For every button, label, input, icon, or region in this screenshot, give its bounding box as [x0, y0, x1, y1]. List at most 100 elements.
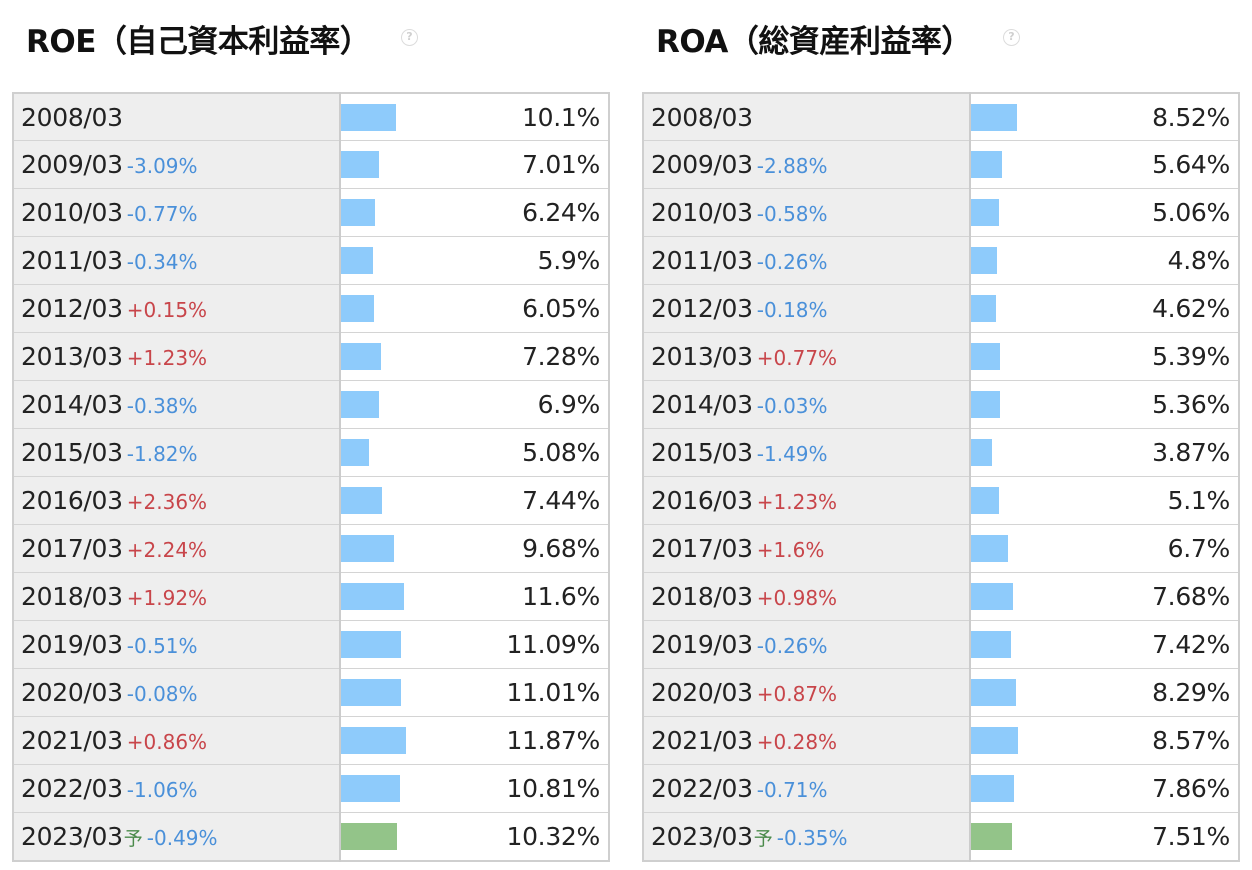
roe-row: 2018/03 +1.92% 11.6% — [13, 572, 609, 621]
value-cell: 5.9% — [471, 236, 609, 285]
period-cell: 2018/03 +1.92% — [13, 572, 341, 621]
period-cell: 2009/03 -2.88% — [643, 140, 971, 189]
change-label: -0.71% — [756, 778, 828, 802]
change-label: -0.26% — [756, 250, 828, 274]
period-cell: 2021/03 +0.86% — [13, 716, 341, 765]
period-label: 2023/03 — [21, 822, 123, 851]
value-bar — [341, 199, 375, 226]
period-cell: 2010/03 -0.77% — [13, 188, 341, 237]
value-bar — [971, 631, 1011, 658]
period-cell: 2023/03予 -0.35% — [643, 812, 971, 862]
value-cell: 6.9% — [471, 380, 609, 429]
value-bar — [971, 343, 1000, 370]
value-bar — [341, 104, 396, 131]
change-label: -0.08% — [126, 682, 198, 706]
value-bar — [341, 295, 374, 322]
change-label: -0.34% — [126, 250, 198, 274]
value-bar — [971, 535, 1008, 562]
value-cell: 8.57% — [1101, 716, 1239, 765]
value-bar — [341, 535, 394, 562]
roa-row: 2011/03 -0.26% 4.8% — [643, 236, 1239, 285]
roe-row: 2013/03 +1.23% 7.28% — [13, 332, 609, 381]
bar-cell — [970, 764, 1101, 813]
roa-panel: ROA（総資産利益率） ? 2008/03 8.52% 2009/03 -2.88% 5… — [642, 0, 1240, 862]
change-label: +0.98% — [756, 586, 838, 610]
change-label: -0.03% — [756, 394, 828, 418]
period-label: 2022/03 — [21, 774, 123, 803]
roa-row: 2008/03 8.52% — [643, 93, 1239, 141]
period-cell: 2011/03 -0.34% — [13, 236, 341, 285]
period-label: 2010/03 — [651, 198, 753, 227]
bar-cell — [340, 428, 471, 477]
bar-cell — [340, 668, 471, 717]
period-label: 2015/03 — [21, 438, 123, 467]
value-cell: 5.36% — [1101, 380, 1239, 429]
period-cell: 2016/03 +2.36% — [13, 476, 341, 525]
bar-cell — [340, 93, 471, 141]
period-label: 2008/03 — [21, 102, 123, 132]
period-cell: 2020/03 +0.87% — [643, 668, 971, 717]
value-cell: 7.01% — [471, 140, 609, 189]
value-bar — [971, 487, 999, 514]
bar-cell — [340, 380, 471, 429]
bar-cell — [340, 716, 471, 765]
roa-row: 2023/03予 -0.35% 7.51% — [643, 812, 1239, 862]
value-bar — [341, 583, 404, 610]
value-cell: 5.39% — [1101, 332, 1239, 381]
value-bar — [971, 391, 1000, 418]
change-label: +2.36% — [126, 490, 208, 514]
bar-cell — [970, 380, 1101, 429]
period-label: 2008/03 — [651, 102, 753, 132]
forecast-mark: 予 — [123, 828, 143, 850]
period-label: 2012/03 — [21, 294, 123, 323]
value-bar — [971, 583, 1013, 610]
bar-cell — [970, 284, 1101, 333]
value-bar — [341, 439, 369, 466]
value-cell: 11.6% — [471, 572, 609, 621]
change-label: +1.23% — [126, 346, 208, 370]
value-cell: 10.1% — [471, 93, 609, 141]
period-cell: 2022/03 -1.06% — [13, 764, 341, 813]
change-label: -3.09% — [126, 154, 198, 178]
roe-title: ROE（自己資本利益率） — [26, 24, 371, 60]
bar-cell — [970, 428, 1101, 477]
bar-cell — [970, 93, 1101, 141]
value-bar — [971, 679, 1016, 706]
change-label: -0.35% — [776, 826, 848, 850]
period-label: 2017/03 — [21, 534, 123, 563]
bar-cell — [340, 524, 471, 573]
bar-cell — [340, 476, 471, 525]
value-bar — [341, 343, 381, 370]
period-label: 2021/03 — [651, 726, 753, 755]
bar-cell — [970, 332, 1101, 381]
roa-title: ROA（総資産利益率） — [656, 24, 972, 60]
period-cell: 2008/03 — [643, 93, 971, 141]
value-cell: 6.05% — [471, 284, 609, 333]
roe-row: 2014/03 -0.38% 6.9% — [13, 380, 609, 429]
period-cell: 2017/03 +1.6% — [643, 524, 971, 573]
roe-row: 2019/03 -0.51% 11.09% — [13, 620, 609, 669]
roa-row: 2015/03 -1.49% 3.87% — [643, 428, 1239, 477]
change-label: -1.49% — [756, 442, 828, 466]
period-cell: 2010/03 -0.58% — [643, 188, 971, 237]
value-bar — [341, 487, 382, 514]
roa-help-icon[interactable]: ? — [1003, 29, 1020, 46]
value-bar — [971, 104, 1017, 131]
period-label: 2021/03 — [21, 726, 123, 755]
period-label: 2015/03 — [651, 438, 753, 467]
change-label: -0.49% — [146, 826, 218, 850]
bar-cell — [970, 716, 1101, 765]
period-label: 2020/03 — [21, 678, 123, 707]
period-label: 2014/03 — [21, 390, 123, 419]
value-cell: 7.44% — [471, 476, 609, 525]
roe-help-icon[interactable]: ? — [401, 29, 418, 46]
period-cell: 2020/03 -0.08% — [13, 668, 341, 717]
value-bar — [341, 775, 400, 802]
value-bar — [341, 391, 379, 418]
change-label: -0.26% — [756, 634, 828, 658]
period-label: 2018/03 — [21, 582, 123, 611]
period-cell: 2008/03 — [13, 93, 341, 141]
value-cell: 7.51% — [1101, 812, 1239, 862]
change-label: -1.82% — [126, 442, 198, 466]
roa-row: 2014/03 -0.03% 5.36% — [643, 380, 1239, 429]
